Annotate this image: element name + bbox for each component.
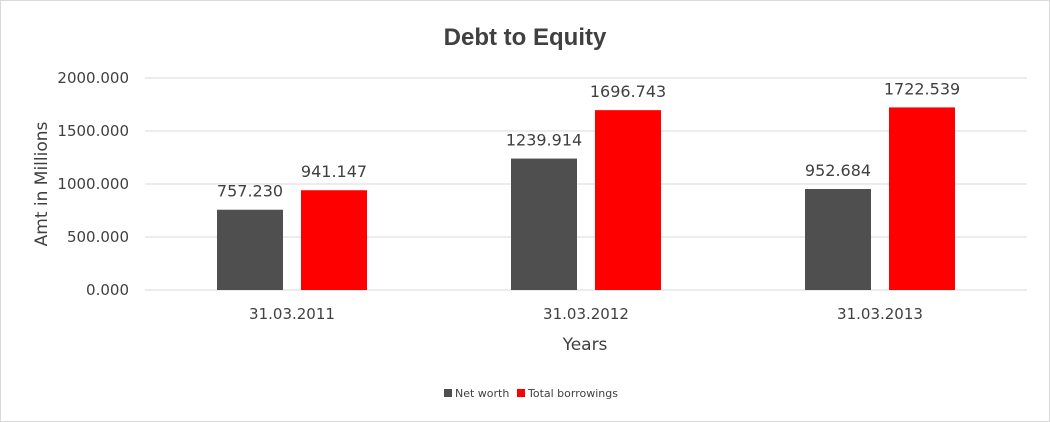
data-label: 1239.914 (506, 131, 582, 150)
y-tick-label: 1500.000 (57, 122, 129, 140)
x-tick-label: 31.03.2013 (837, 305, 923, 323)
bar (301, 190, 367, 290)
x-tick-label: 31.03.2012 (543, 305, 629, 323)
bar (217, 209, 283, 290)
bar (511, 158, 577, 290)
x-axis-ticks: 31.03.2011 31.03.2012 31.03.2013 (249, 305, 923, 323)
bar (889, 107, 955, 291)
gridlines (145, 77, 1027, 291)
x-axis-title: Years (562, 335, 608, 355)
y-tick-label: 2000.000 (57, 69, 129, 87)
y-tick-label: 500.000 (67, 228, 129, 246)
y-axis-title: Amt in Millions (32, 121, 52, 246)
legend-swatch (517, 389, 525, 397)
legend-swatch (444, 389, 452, 397)
y-tick-label: 1000.000 (57, 175, 129, 193)
chart-title: Debt to Equity (444, 24, 607, 51)
bars: 757.230 941.147 1239.914 1696.743 952.684 172… (217, 79, 960, 291)
y-axis-ticks: 0.000 500.000 1000.000 1500.000 2000.000 (57, 69, 129, 299)
legend-label: Total borrowings (527, 387, 618, 400)
y-tick-label: 0.000 (86, 281, 129, 299)
legend-label: Net worth (455, 387, 509, 400)
bar (595, 110, 661, 291)
data-label: 952.684 (805, 161, 871, 180)
data-label: 757.230 (217, 182, 283, 201)
data-label: 941.147 (301, 162, 367, 181)
x-tick-label: 31.03.2011 (249, 305, 335, 323)
legend: Net worth Total borrowings (444, 387, 618, 400)
bar (805, 189, 871, 290)
data-label: 1722.539 (884, 79, 960, 98)
data-label: 1696.743 (590, 82, 666, 101)
